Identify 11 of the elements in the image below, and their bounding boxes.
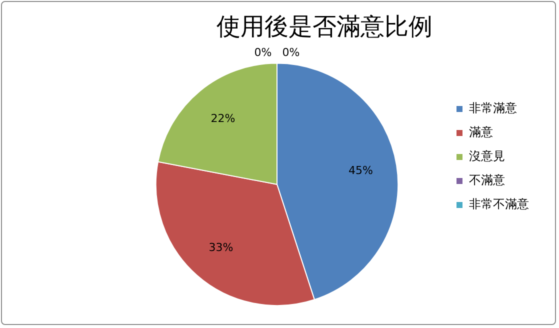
legend-label: 滿意: [469, 125, 493, 140]
data-label: 22%: [210, 112, 236, 125]
legend-label: 不滿意: [469, 173, 505, 188]
legend-label: 非常滿意: [469, 101, 517, 116]
legend-label: 沒意見: [469, 149, 505, 164]
data-label: 33%: [208, 240, 234, 254]
data-label: 45%: [348, 164, 373, 177]
chart-title: 使用後是否滿意比例: [216, 12, 432, 41]
text: 0%: [282, 46, 300, 60]
legend-label: 非常不滿意: [469, 197, 529, 212]
text: 0%: [254, 46, 272, 60]
